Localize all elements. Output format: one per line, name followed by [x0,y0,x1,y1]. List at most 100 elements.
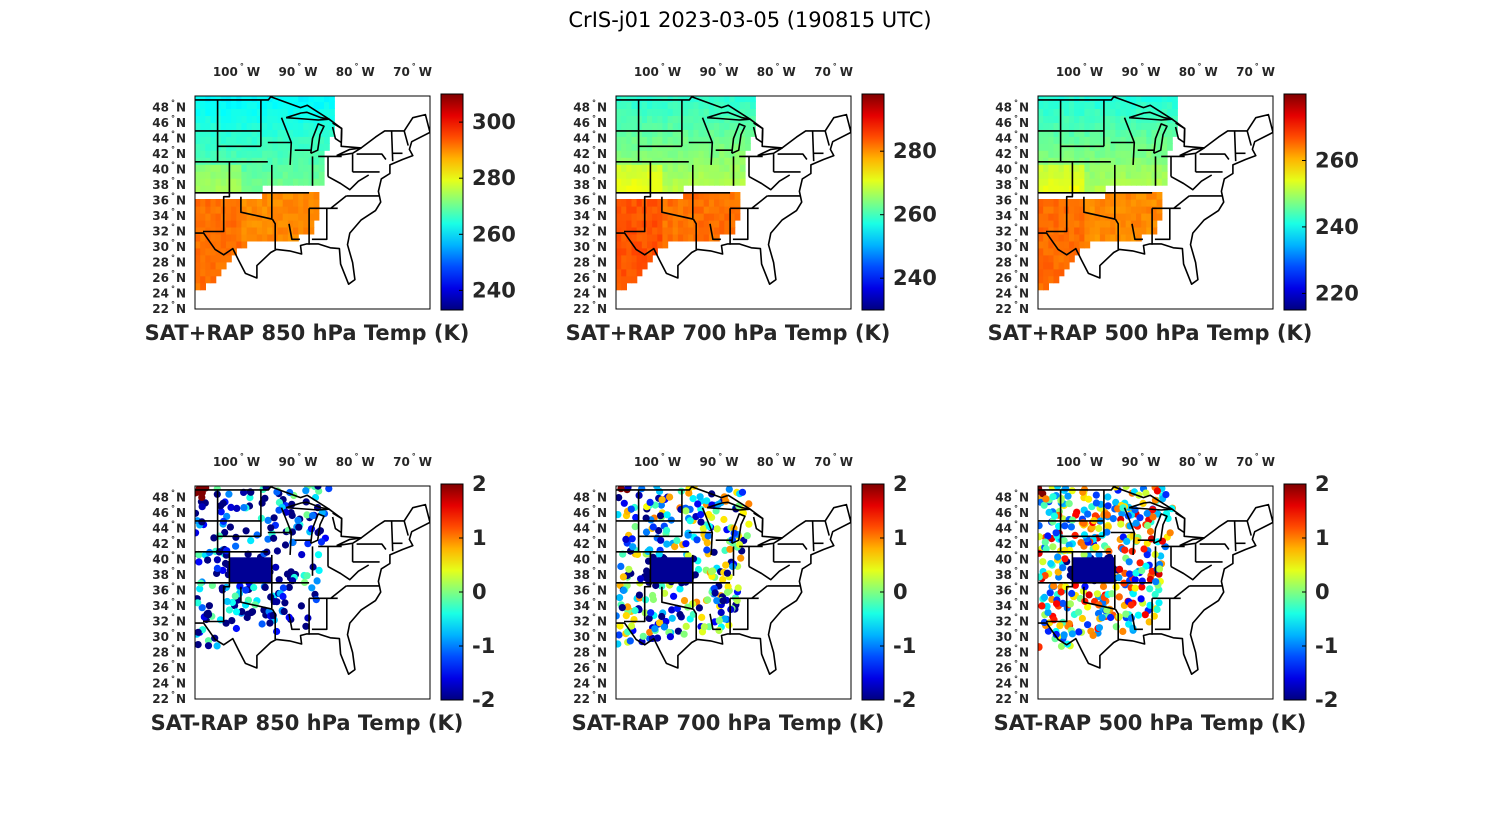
field-cell [293,206,299,214]
field-cell [703,115,710,123]
field-cell [251,129,258,137]
field-cell [631,122,638,130]
field-cell [1043,101,1049,109]
field-cell [1094,206,1101,214]
field-cell [1120,164,1127,172]
diff-point [1122,486,1130,491]
field-cell [195,233,201,242]
field-cell [215,178,222,186]
field-cell [236,164,243,172]
diff-point [1133,537,1141,545]
lat-tick-label: 48 ° N [995,99,1029,115]
field-cell [303,219,310,228]
field-cell [1063,101,1070,109]
diff-point [628,535,636,543]
lat-tick-label: 40 ° N [152,551,186,567]
field-cell [215,122,222,130]
degree-symbol: ° [592,520,596,529]
field-cell [246,206,253,214]
diff-point [1084,510,1092,518]
field-cell [1099,129,1106,137]
field-cell [195,226,201,235]
field-cell [672,96,679,103]
field-cell [220,115,227,123]
field-cell [241,122,248,130]
field-cell [1156,164,1163,172]
field-cell [293,136,299,144]
field-cell [1146,164,1153,172]
colorbar-tick-label: 220 [1315,281,1359,305]
field-cell [1053,178,1060,186]
lat-tick-label: 38 ° N [573,566,607,582]
lat-tick-hemisphere: N [176,163,186,177]
field-cell [1043,213,1049,221]
diff-point [264,516,272,525]
lat-tick-hemisphere: N [176,599,186,613]
field-cell [272,164,279,172]
field-cell [329,129,335,137]
diff-point [195,558,203,566]
field-cell [750,108,756,116]
field-cell [220,171,227,179]
field-cell [267,157,273,165]
diff-point [1134,611,1142,619]
lon-tick-number: 80 [757,65,774,79]
lat-tick-label: 42 ° N [573,535,607,551]
diff-point [1104,493,1112,501]
field-cell [667,96,674,103]
field-cell [1120,206,1127,214]
field-cell [616,240,622,249]
field-cell [631,206,638,214]
lat-tick-label: 34 ° N [995,597,1029,613]
field-cell [1053,136,1060,144]
us-outline [1038,486,1273,676]
lat-tick-label: 24 ° N [152,285,186,301]
field-cell [729,206,736,214]
field-cell [1151,199,1158,207]
field-cell [1167,129,1173,137]
field-cell [1151,136,1158,144]
field-cell [652,115,658,123]
field-cell [1115,199,1122,207]
field-cell [657,219,664,228]
lat-tick-hemisphere: N [1019,194,1029,208]
field-cell [1038,219,1044,228]
diff-point [1042,495,1050,503]
field-cell [267,226,273,235]
field-cell [200,96,206,103]
field-cell [1079,178,1086,186]
field-cell [1115,178,1122,186]
field-cell [636,213,643,221]
lat-tick-label: 40 ° N [995,551,1029,567]
state-border [1199,153,1230,160]
field-cell [277,150,284,158]
field-cell [1156,199,1163,207]
diff-point [1136,514,1144,522]
field-cell [251,108,258,116]
field-cell [1136,143,1142,151]
field-cell [1069,108,1075,116]
field-cell [298,226,304,235]
field-cell [1094,199,1101,207]
field-cell [1043,275,1049,284]
field-cell [1069,96,1075,103]
lat-tick-number: 28 [995,256,1012,270]
field-cell [1063,240,1070,249]
degree-symbol: ° [592,130,596,139]
lat-tick-label: 34 ° N [152,597,186,613]
lat-tick-number: 24 [152,677,169,691]
field-cell [662,219,669,228]
diff-point [704,532,712,540]
field-cell [1099,219,1106,228]
lat-tick-label: 44 ° N [573,130,607,146]
diff-point [713,597,721,605]
field-cell [1120,96,1127,103]
field-cell [1038,233,1044,242]
diff-point [619,573,628,581]
field-cell [1043,171,1049,179]
field-cell [626,164,633,172]
field-cell [724,122,731,130]
field-cell [1151,150,1158,158]
field-cell [719,219,725,228]
field-cell [724,157,731,165]
